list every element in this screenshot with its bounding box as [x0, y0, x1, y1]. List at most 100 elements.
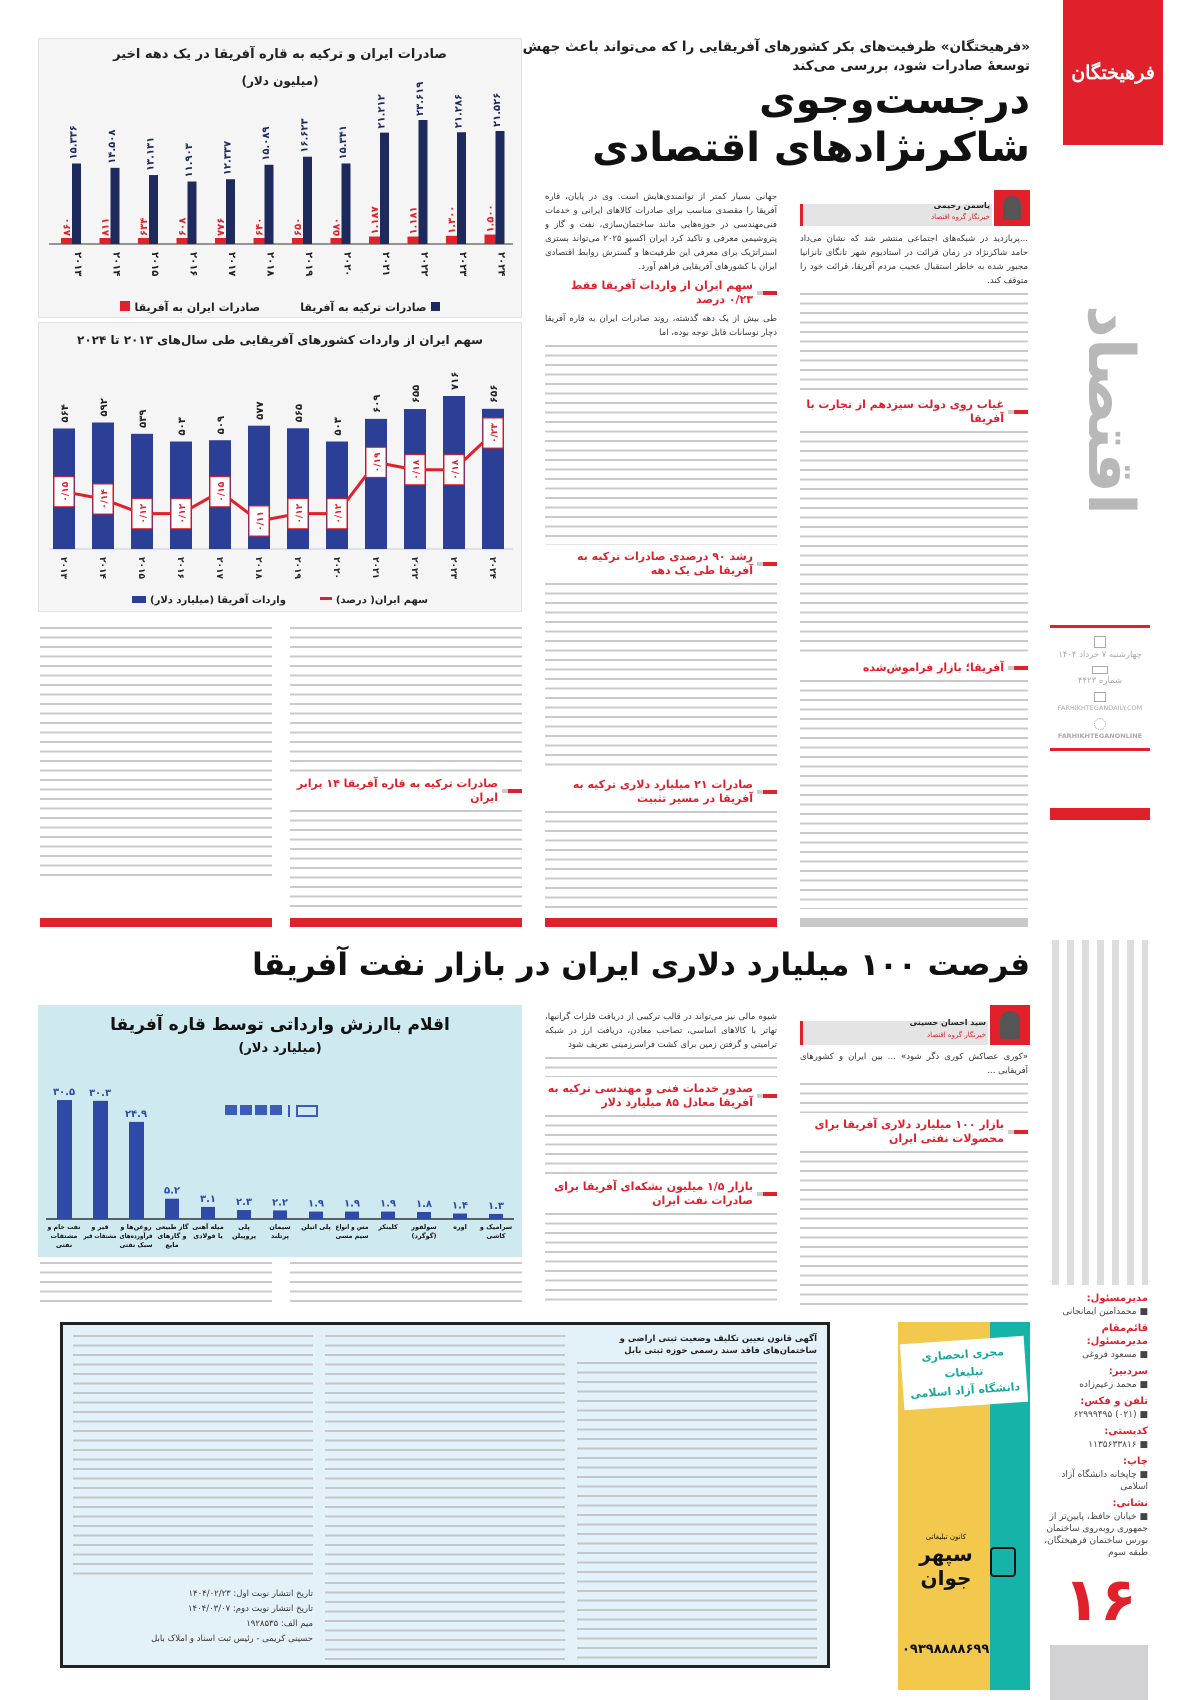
- bar: [309, 1211, 323, 1219]
- tick-label: ۲۰۱۷: [214, 557, 224, 579]
- chart-africa-imports: اقلام باارزش وارداتی توسط قاره آفریقا (م…: [38, 1005, 522, 1257]
- category-label: پلی: [238, 1223, 250, 1231]
- data-label-turkey: ۲۳.۶۱۹: [415, 82, 426, 116]
- data-label-iran: ۶۳۴: [139, 218, 150, 236]
- data-label-imports: ۵۶۵: [294, 404, 305, 422]
- notice-col: آگهی قانون تعیین تکلیف وضعیت ثبتی اراضی …: [577, 1333, 817, 1659]
- website-link[interactable]: FARHIKHTEGANDAILY.COM: [1057, 704, 1143, 712]
- data-label: ۱.۹: [308, 1199, 324, 1210]
- share-label: ۰/۱۲: [334, 503, 344, 523]
- bar-turkey: [418, 120, 428, 244]
- article1-headline: درجست‌وجوی شاکرنژادهای اقتصادی: [500, 76, 1030, 172]
- social-handle[interactable]: FARHIKHTEGANONLINE: [1057, 732, 1143, 740]
- staff-role: سردبیر:: [1108, 1366, 1148, 1377]
- data-label: ۳۰.۵: [53, 1087, 75, 1098]
- staff-name: ■ ۱۱۳۵۶۳۳۸۱۶: [1088, 1440, 1148, 1450]
- chart-title: صادرات ایران و ترکیه به قاره آفریقا در ی…: [113, 47, 447, 62]
- data-label-iran: ۸۶۰: [62, 218, 73, 236]
- tick-label: ۲۰۱۹: [292, 557, 302, 579]
- share-label: ۰/۱۱: [256, 511, 266, 531]
- data-label-turkey: ۲۱.۵۲۶: [492, 93, 503, 127]
- chart-title: سهم ایران از واردات کشورهای آفریقایی طی …: [77, 333, 483, 347]
- legend-item: صادرات ایران به آفریقا: [120, 301, 260, 314]
- data-label-iran: ۱.۵۰۰: [486, 204, 497, 232]
- data-label-iran: ۶۰۸: [178, 218, 189, 236]
- bar: [453, 1213, 467, 1219]
- bar-iran: [253, 238, 265, 244]
- data-label-iran: ۱.۱۸۱: [409, 206, 420, 234]
- leaf-icon: [990, 1547, 1016, 1577]
- tick-label: ۲۰۱۳: [72, 252, 83, 276]
- data-label: ۳۰.۳: [89, 1088, 111, 1099]
- bar: [201, 1206, 215, 1219]
- text-block: [290, 627, 522, 772]
- share-label: ۰/۱۸: [412, 459, 422, 479]
- bar-turkey: [380, 132, 389, 244]
- tick-label: ۲۰۲۴: [496, 252, 507, 276]
- subhead: صدور خدمات فنی و مهندسی ترکیه به آفریقا …: [545, 1082, 777, 1110]
- author-role: خبرنگار گروه اقتصاد: [930, 213, 990, 221]
- tick-label: ۲۰۱۴: [97, 557, 107, 579]
- category-label: پرتلند: [271, 1232, 289, 1240]
- text-block: [545, 1213, 777, 1305]
- chart-legend: سهم ایران( درصد) واردات آفریقا (میلیارد …: [39, 595, 521, 606]
- tick-label: ۲۰۲۱: [380, 252, 391, 276]
- text-block: [800, 1083, 1028, 1113]
- category-label: مایع: [165, 1241, 178, 1249]
- bar-iran: [292, 238, 303, 244]
- tick-label: ۲۰۲۳: [448, 557, 458, 579]
- text-block: [800, 1151, 1028, 1305]
- tick-label: ۲۰۱۶: [175, 557, 185, 579]
- data-label-iran: ۱.۳۰۰: [447, 206, 458, 234]
- category-label: مشتقات قیر: [83, 1232, 117, 1240]
- bar-turkey: [226, 179, 235, 244]
- share-line: [63, 431, 495, 523]
- article1-col3: صادرات ترکیه به قاره آفریقا ۱۴ برابر ایر…: [290, 627, 522, 909]
- data-label-turkey: ۱۲.۳۳۷: [223, 141, 234, 175]
- share-label: ۰/۱۵: [217, 481, 227, 501]
- category-label: سرامیک و: [479, 1223, 512, 1231]
- data-label-iran: ۷۷۶: [216, 218, 227, 236]
- article2-col2: شیوه مالی نیز می‌تواند در قالب ترکیبی از…: [545, 1010, 777, 1305]
- legal-notice: آگهی قانون تعیین تکلیف وضعیت ثبتی اراضی …: [60, 1322, 830, 1668]
- logo-text: فرهیختگان: [1071, 61, 1155, 84]
- article1-head: «فرهیختگان» ظرفیت‌های بکر کشورهای آفریقا…: [500, 38, 1030, 186]
- share-label-box: [209, 476, 231, 508]
- bar-imports: [170, 441, 192, 549]
- date: چهارشنبه ۷ خرداد ۱۴۰۴: [1058, 650, 1142, 660]
- tick-label: ۲۰۱۵: [149, 252, 160, 276]
- data-label-imports: ۵۰۹: [216, 416, 227, 434]
- author-name: سید احسان حسینی: [909, 1018, 986, 1027]
- subhead: سهم ایران از واردات آفریقا فقط ۰/۲۳ درصد: [545, 279, 777, 307]
- ad-brand: کانون تبلیغاتی سپهر جوان: [919, 1533, 973, 1590]
- text-block: [290, 810, 522, 909]
- legend-item: صادرات ترکیه به آفریقا: [300, 301, 440, 314]
- bar-iran: [446, 235, 457, 244]
- author-box: سید احسان حسینی خبرنگار گروه اقتصاد: [800, 1005, 1030, 1045]
- chart-svg: ۱۵.۳۳۶ ۸۶۰ ۲۰۱۳ ۱۴.۵۰۸ ۸۱۱ ۲۰۱۴ ۱۳.۱۳۱ ۶۳۴ ۲۰۱۵ ۱…: [49, 82, 513, 276]
- subhead: غیاب روی دولت سیزدهم از تجارت با آفریقا: [800, 398, 1028, 426]
- bar: [93, 1100, 108, 1219]
- ad-banner[interactable]: مجری انحصاری تبلیغات دانشگاه آزاد اسلامی…: [898, 1322, 1030, 1690]
- staff-name: ■ مسعود فروغی: [1082, 1350, 1148, 1360]
- tick-label: ۲۰۲۲: [409, 557, 419, 579]
- bar-iran: [61, 238, 72, 244]
- category-label: قیر و: [90, 1223, 108, 1231]
- data-label-turkey: ۱۵.۳۳۶: [69, 125, 80, 159]
- logo[interactable]: فرهیختگان: [1063, 0, 1163, 145]
- category-label: میله آهنی: [192, 1222, 224, 1231]
- web-icon: [1094, 692, 1106, 702]
- bar: [237, 1210, 251, 1219]
- category-label: فرآورده‌های: [120, 1231, 153, 1240]
- share-label: ۰/۱۲: [178, 503, 188, 523]
- data-label-imports: ۷۱۶: [450, 372, 461, 390]
- article2-headline: فرصت ۱۰۰ میلیارد دلاری ایران در بازار نف…: [252, 947, 1030, 983]
- bar: [417, 1211, 431, 1219]
- data-label: ۱.۴: [452, 1201, 468, 1212]
- data-label: ۱.۹: [380, 1199, 396, 1210]
- article1-col2-intro: جهانی بسیار کمتر از توانمندی‌هایش است. و…: [545, 192, 777, 272]
- data-label-imports: ۶۵۵: [411, 385, 422, 403]
- subhead: بازار ۱۰۰ میلیارد دلاری آفریقا برای محصو…: [800, 1118, 1028, 1146]
- bar-imports: [365, 418, 387, 549]
- bar-turkey: [72, 163, 81, 244]
